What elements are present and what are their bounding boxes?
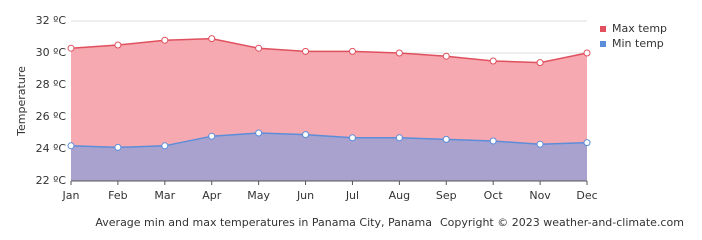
point: [583, 49, 591, 57]
y-tick-label: 26 ºC: [36, 110, 67, 123]
point: [161, 142, 169, 150]
x-tick-label: Mar: [154, 189, 175, 202]
x-tick-label: Jan: [62, 189, 80, 202]
y-tick-label: 28 ºC: [36, 78, 67, 91]
x-tick-label: Feb: [108, 189, 127, 202]
point: [114, 41, 122, 49]
point: [536, 59, 544, 67]
y-tick-label: 30 ºC: [36, 46, 67, 59]
x-tick-label: Sep: [436, 189, 457, 202]
x-tick-label: Nov: [529, 189, 551, 202]
legend-swatch: [600, 41, 606, 47]
point: [255, 44, 263, 52]
point: [161, 36, 169, 44]
y-axis-label: Temperature: [15, 66, 28, 137]
point: [348, 47, 356, 55]
legend-swatch: [600, 26, 606, 32]
x-tick-label: Apr: [202, 189, 222, 202]
copyright: Copyright © 2023 weather-and-climate.com: [440, 216, 684, 229]
point: [208, 132, 216, 140]
x-tick-label: Dec: [576, 189, 597, 202]
point: [489, 57, 497, 65]
x-tick-label: Jul: [345, 189, 359, 202]
x-tick-label: May: [247, 189, 270, 202]
point: [67, 142, 75, 150]
point: [536, 140, 544, 148]
point: [583, 139, 591, 147]
point: [395, 134, 403, 142]
point: [208, 35, 216, 43]
point: [489, 137, 497, 145]
line: [70, 37, 588, 64]
point: [302, 131, 310, 139]
point: [348, 134, 356, 142]
point: [302, 47, 310, 55]
x-tick-label: Jun: [296, 189, 314, 202]
chart: Temperature Average min and max temperat…: [15, 14, 684, 229]
point: [395, 49, 403, 57]
point: [255, 129, 263, 137]
point: [442, 135, 450, 143]
y-tick-label: 32 ºC: [36, 14, 67, 27]
point: [442, 52, 450, 60]
page: Temperature Average min and max temperat…: [15, 14, 684, 229]
area: [71, 133, 587, 181]
point: [67, 44, 75, 52]
x-tick-label: Aug: [389, 189, 410, 202]
point: [114, 143, 122, 151]
line: [70, 132, 588, 149]
y-tick-label: 24 ºC: [36, 142, 67, 155]
x-tick-label: Oct: [484, 189, 504, 202]
caption: Average min and max temperatures in Pana…: [95, 216, 432, 229]
y-tick-label: 22 ºC: [36, 174, 67, 187]
legend-label: Max temp: [612, 22, 667, 35]
legend-label: Min temp: [612, 37, 664, 50]
